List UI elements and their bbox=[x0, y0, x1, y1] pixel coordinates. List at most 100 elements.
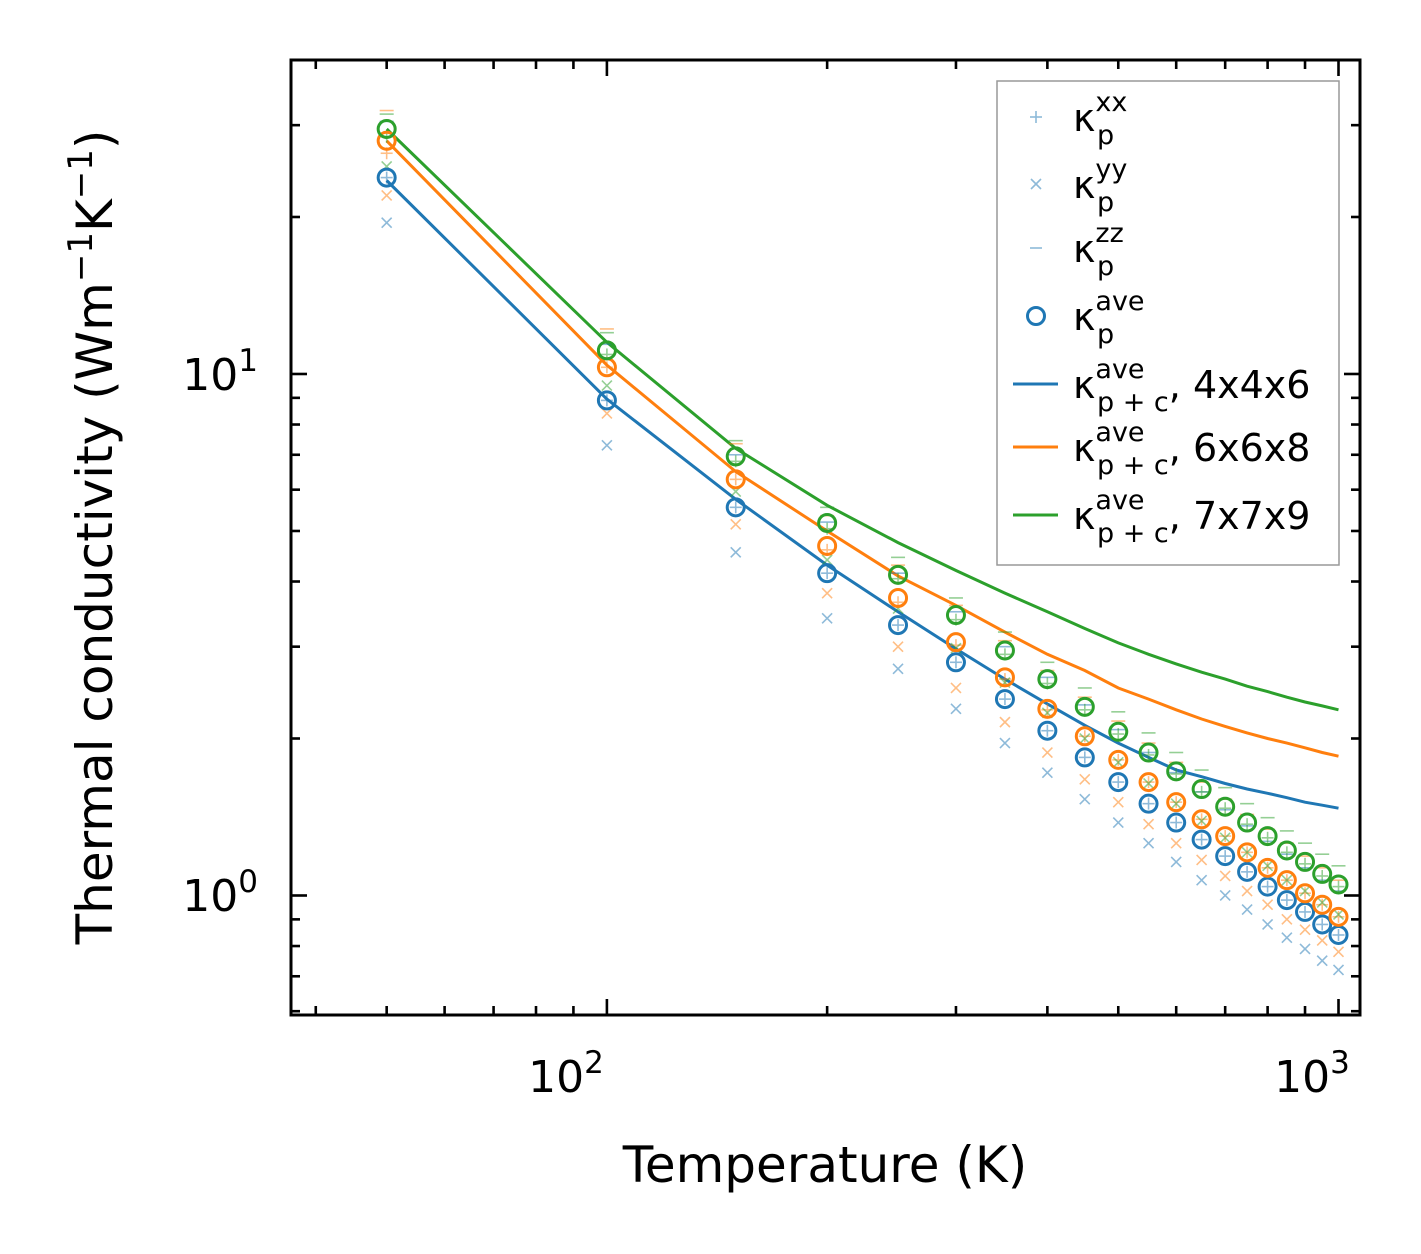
legend-box bbox=[996, 80, 1340, 566]
kyy-marker-6x6x8 bbox=[1041, 746, 1053, 759]
kyy-marker-6x6x8 bbox=[999, 716, 1011, 728]
kave-marker-6x6x8 bbox=[725, 469, 746, 490]
kave-marker-4x4x6 bbox=[945, 652, 966, 673]
kave-marker-6x6x8 bbox=[1166, 792, 1187, 813]
kxx-marker-6x6x8 bbox=[1170, 796, 1183, 809]
kyy-marker-4x4x6 bbox=[1170, 856, 1182, 868]
kxx-marker-4x4x6 bbox=[1170, 816, 1183, 829]
kyy-marker-6x6x8 bbox=[601, 407, 613, 420]
kyy-marker-4x4x6 bbox=[1262, 918, 1274, 931]
kyy-marker-6x6x8 bbox=[381, 189, 393, 201]
kave-marker-4x4x6 bbox=[1215, 846, 1236, 867]
kxx-marker-4x4x6 bbox=[1299, 905, 1312, 918]
kave-marker-4x4x6 bbox=[1037, 720, 1058, 741]
kave-marker-7x7x9 bbox=[1295, 851, 1316, 872]
kxx-marker-7x7x9 bbox=[1316, 869, 1329, 882]
kave-marker-7x7x9 bbox=[1074, 696, 1095, 717]
legend-markers bbox=[1013, 111, 1058, 517]
kxx-marker-4x4x6 bbox=[1142, 797, 1155, 810]
kxx-marker-4x4x6 bbox=[1332, 928, 1345, 941]
kyy-marker-4x4x6 bbox=[1196, 874, 1208, 886]
kxx-marker-4x4x6 bbox=[1195, 833, 1208, 846]
kpc-line-4x4x6 bbox=[385, 179, 1339, 810]
x-tick-label-1000: 103 bbox=[1274, 1045, 1350, 1103]
kxx-marker-7x7x9 bbox=[1078, 703, 1091, 716]
kyy-marker-6x6x8 bbox=[1332, 946, 1345, 958]
kave-marker-6x6x8 bbox=[994, 667, 1015, 688]
kxx-marker-7x7x9 bbox=[1219, 802, 1232, 815]
kave-marker-4x4x6 bbox=[1312, 914, 1333, 935]
kxx-marker-7x7x9 bbox=[1142, 748, 1155, 761]
kave-marker-6x6x8 bbox=[1037, 698, 1058, 719]
kyy-marker-7x7x9 bbox=[1299, 885, 1311, 897]
kave-marker-7x7x9 bbox=[1191, 779, 1212, 800]
kyy-marker-7x7x9 bbox=[821, 554, 833, 566]
kyy-marker-6x6x8 bbox=[1170, 837, 1182, 849]
kave-marker-6x6x8 bbox=[1215, 826, 1236, 847]
kyy-marker-6x6x8 bbox=[1112, 796, 1124, 808]
kave-marker-6x6x8 bbox=[1074, 726, 1095, 747]
kyy-marker-6x6x8 bbox=[950, 682, 962, 694]
kyy-marker-4x4x6 bbox=[1079, 793, 1091, 805]
kxx-marker-6x6x8 bbox=[1142, 776, 1155, 789]
kave-marker-7x7x9 bbox=[725, 446, 746, 467]
kave-marker-7x7x9 bbox=[1237, 812, 1258, 833]
plot-frame bbox=[289, 58, 1362, 1017]
kxx-marker-6x6x8 bbox=[600, 361, 613, 374]
kyy-marker-6x6x8 bbox=[1299, 924, 1311, 936]
kyy-marker-7x7x9 bbox=[1196, 815, 1208, 827]
kyy-marker-6x6x8 bbox=[892, 641, 904, 653]
kxx-marker-7x7x9 bbox=[1112, 728, 1125, 741]
kyy-marker-6x6x8 bbox=[1262, 899, 1274, 911]
kyy-marker-4x4x6 bbox=[1299, 943, 1311, 955]
kyy-marker-7x7x9 bbox=[601, 380, 613, 392]
kave-marker-4x4x6 bbox=[1295, 901, 1316, 922]
kyy-marker-6x6x8 bbox=[1316, 934, 1328, 947]
x-tick-label-100: 102 bbox=[528, 1045, 604, 1103]
kyy-marker-4x4x6 bbox=[1332, 964, 1345, 976]
kxx-marker-4x4x6 bbox=[1261, 880, 1274, 893]
kyy-marker-7x7x9 bbox=[1079, 732, 1091, 745]
kyy-marker-4x4x6 bbox=[1041, 767, 1053, 779]
fit-lines bbox=[385, 127, 1339, 810]
kpc-line-7x7x9 bbox=[385, 127, 1339, 712]
x-axis-label: Temperature (K) bbox=[622, 1136, 1027, 1194]
kyy-marker-7x7x9 bbox=[1316, 896, 1328, 908]
kyy-marker-4x4x6 bbox=[821, 612, 833, 624]
kave-marker-7x7x9 bbox=[1276, 840, 1297, 861]
kave-marker-4x4x6 bbox=[1166, 812, 1187, 833]
kyy-marker-7x7x9 bbox=[1219, 832, 1231, 844]
legend-label: κxx p bbox=[1073, 87, 1127, 151]
kave-marker-6x6x8 bbox=[1237, 842, 1258, 863]
kave-marker-4x4x6 bbox=[1257, 876, 1278, 897]
kyy-marker-4x4x6 bbox=[1281, 932, 1293, 944]
kyy-marker-6x6x8 bbox=[821, 587, 833, 599]
kxx-marker-4x4x6 bbox=[1041, 724, 1054, 737]
kyy-marker-4x4x6 bbox=[1316, 955, 1328, 967]
kave-marker-6x6x8 bbox=[945, 632, 966, 653]
kxx-marker-4x4x6 bbox=[892, 619, 905, 632]
kave-marker-6x6x8 bbox=[1108, 749, 1129, 770]
kyy-marker-4x4x6 bbox=[1112, 816, 1124, 829]
kyy-marker-6x6x8 bbox=[1079, 773, 1091, 785]
kxx-marker-7x7x9 bbox=[1170, 767, 1183, 780]
kave-marker-7x7x9 bbox=[376, 118, 397, 139]
y-tick-labels: 100 101 bbox=[182, 343, 258, 922]
kave-marker-6x6x8 bbox=[1328, 906, 1349, 927]
kave-marker-4x4x6 bbox=[1191, 829, 1212, 850]
kyy-marker-7x7x9 bbox=[1170, 798, 1182, 810]
kyy-marker-4x4x6 bbox=[601, 439, 613, 451]
kxx-marker-7x7x9 bbox=[1280, 846, 1293, 859]
kxx-marker-6x6x8 bbox=[1316, 898, 1329, 911]
legend-x-marker bbox=[1030, 178, 1042, 190]
kxx-marker-7x7x9 bbox=[1332, 880, 1345, 893]
kave-marker-4x4x6 bbox=[1237, 861, 1258, 882]
kave-marker-6x6x8 bbox=[1191, 809, 1212, 830]
kyy-marker-7x7x9 bbox=[1262, 860, 1274, 872]
legend-label: κzz p bbox=[1073, 218, 1124, 282]
kxx-marker-6x6x8 bbox=[1299, 887, 1312, 900]
kxx-marker-6x6x8 bbox=[1078, 730, 1091, 743]
kave-marker-4x4x6 bbox=[725, 497, 746, 518]
